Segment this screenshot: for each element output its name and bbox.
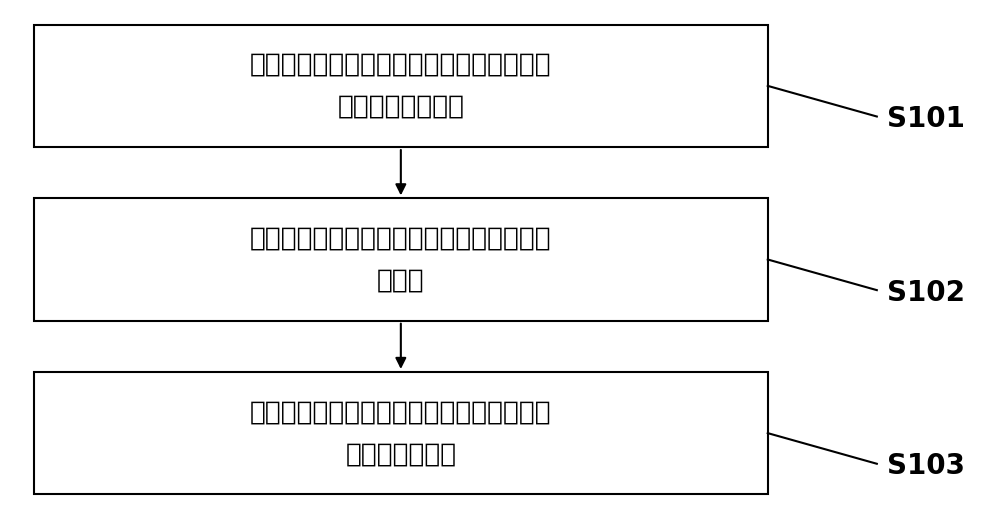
Text: S102: S102 <box>887 279 965 307</box>
Text: 利用多个光流传感器获取光学图像，得到连
续的二维图像流。: 利用多个光流传感器获取光学图像，得到连 续的二维图像流。 <box>250 52 552 120</box>
Text: 根据所述二维图像流，计算出对应的光流测
量值。: 根据所述二维图像流，计算出对应的光流测 量值。 <box>250 225 552 294</box>
Text: S103: S103 <box>887 453 965 480</box>
Text: S101: S101 <box>887 105 965 133</box>
Bar <box>34 372 768 495</box>
Bar <box>34 24 768 147</box>
Text: 将所述光流测量值进行线性变换，得到对应
的三维角增量。: 将所述光流测量值进行线性变换，得到对应 的三维角增量。 <box>250 399 552 467</box>
Bar <box>34 198 768 321</box>
